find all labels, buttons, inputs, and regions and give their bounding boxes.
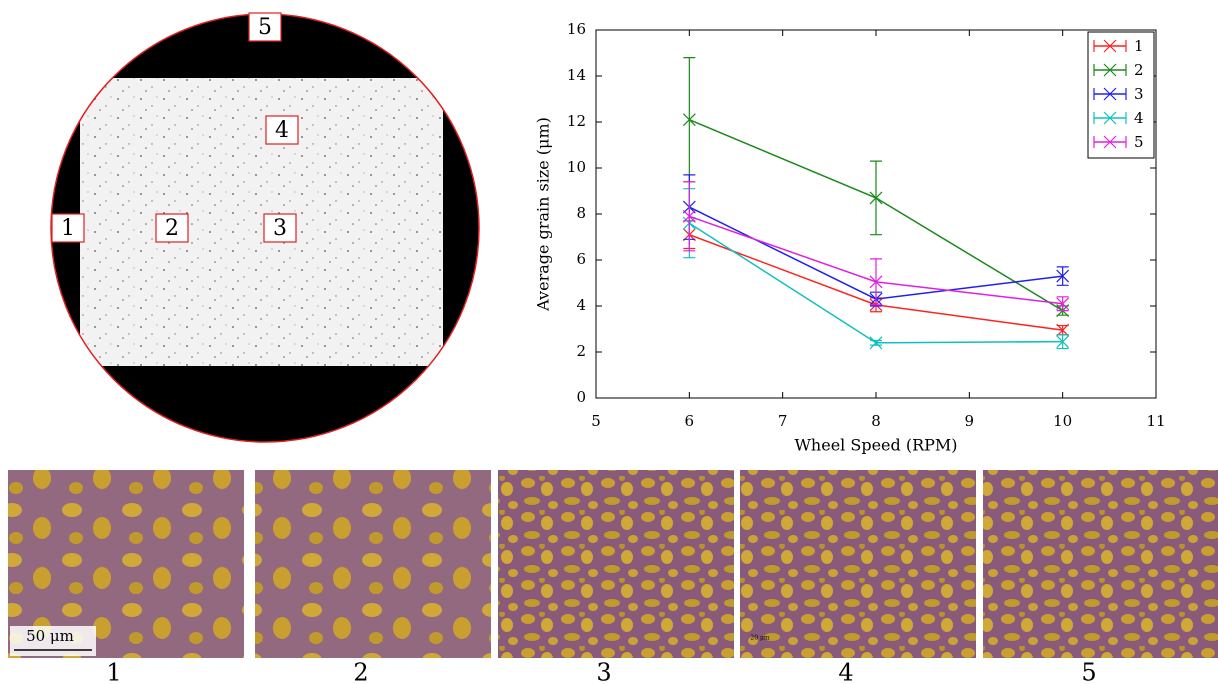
legend-label: 2 (1134, 61, 1144, 79)
y-tick-label: 4 (576, 296, 586, 314)
scale-bar-small: 20 μm (750, 635, 769, 642)
x-tick-label: 10 (1053, 412, 1072, 430)
region-label: 3 (273, 216, 287, 241)
legend-marker (1093, 111, 1127, 125)
micrograph (498, 470, 734, 658)
x-tick-label: 8 (871, 412, 881, 430)
y-tick-label: 2 (576, 342, 586, 360)
micrograph-label: 2 (353, 659, 368, 684)
marker (1056, 269, 1070, 283)
region-box (248, 12, 282, 42)
marker (1056, 335, 1070, 349)
y-tick-label: 8 (576, 204, 586, 222)
micrograph-label: 5 (1081, 659, 1096, 684)
y-tick-label: 0 (576, 388, 586, 406)
region-label: 1 (61, 216, 75, 241)
legend-marker (1093, 39, 1127, 53)
micrograph (740, 470, 976, 658)
marker (682, 209, 696, 223)
y-tick-label: 14 (567, 66, 586, 84)
marker (682, 113, 696, 127)
x-tick-label: 9 (965, 412, 975, 430)
micrograph (983, 470, 1218, 658)
marker (869, 336, 883, 350)
legend-box (1087, 31, 1155, 159)
micrographs: 1 2 3 4 5 50 μm 20 μm (8, 470, 1218, 684)
micrograph-label: 4 (838, 659, 853, 684)
x-tick-label: 6 (685, 412, 695, 430)
y-tick-label: 6 (576, 250, 586, 268)
legend-label: 5 (1134, 133, 1144, 151)
region-label: 2 (165, 216, 179, 241)
marker (869, 191, 883, 205)
region-label: 5 (258, 15, 272, 40)
micrograph (255, 470, 491, 658)
legend-label: 4 (1134, 109, 1144, 127)
x-axis-title: Wheel Speed (RPM) (794, 436, 957, 455)
legend-marker (1093, 63, 1127, 77)
marker (869, 275, 883, 289)
legend-label: 1 (1134, 37, 1144, 55)
region-label: 4 (275, 118, 289, 143)
legend-marker (1093, 87, 1127, 101)
legend-marker (1093, 135, 1127, 149)
x-tick-label: 11 (1146, 412, 1165, 430)
y-tick-label: 10 (567, 158, 586, 176)
y-axis-title: Average grain size (μm) (534, 117, 553, 312)
y-tick-label: 12 (567, 112, 586, 130)
x-tick-label: 5 (591, 412, 601, 430)
micrograph-label: 1 (106, 659, 121, 684)
region-box (51, 213, 85, 243)
x-tick-label: 7 (778, 412, 788, 430)
region-box (263, 213, 297, 243)
micrograph-label: 3 (596, 659, 611, 684)
sample-image (80, 78, 443, 366)
marker (1056, 297, 1070, 311)
region-box (155, 213, 189, 243)
legend-label: 3 (1134, 85, 1144, 103)
region-labels: 1 2 3 4 5 (51, 12, 299, 243)
scale-bar-bg (10, 626, 96, 656)
y-tick-label: 16 (567, 20, 586, 38)
region-box (265, 115, 299, 145)
scale-bar-label: 50 μm (26, 627, 74, 645)
